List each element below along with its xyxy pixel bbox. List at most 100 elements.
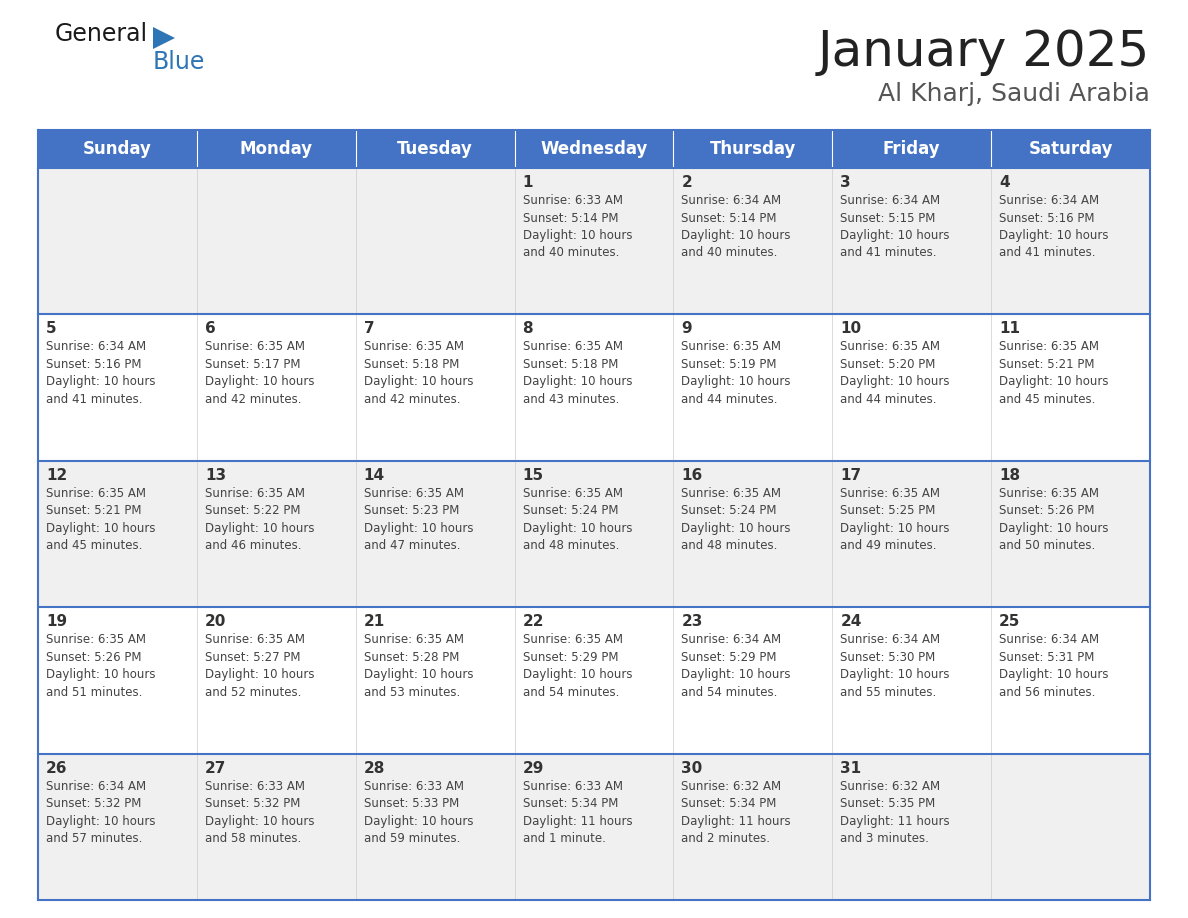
Text: Sunrise: 6:33 AM
Sunset: 5:32 PM
Daylight: 10 hours
and 58 minutes.: Sunrise: 6:33 AM Sunset: 5:32 PM Dayligh… — [204, 779, 315, 845]
Bar — [197, 461, 355, 607]
Text: Sunrise: 6:35 AM
Sunset: 5:23 PM
Daylight: 10 hours
and 47 minutes.: Sunrise: 6:35 AM Sunset: 5:23 PM Dayligh… — [364, 487, 473, 553]
Text: Sunrise: 6:35 AM
Sunset: 5:18 PM
Daylight: 10 hours
and 43 minutes.: Sunrise: 6:35 AM Sunset: 5:18 PM Dayligh… — [523, 341, 632, 406]
Text: Sunrise: 6:34 AM
Sunset: 5:16 PM
Daylight: 10 hours
and 41 minutes.: Sunrise: 6:34 AM Sunset: 5:16 PM Dayligh… — [46, 341, 156, 406]
Bar — [38, 168, 197, 314]
Bar — [38, 607, 197, 754]
Text: 2: 2 — [682, 175, 693, 190]
Bar — [355, 607, 514, 754]
Text: 6: 6 — [204, 321, 215, 336]
Text: 23: 23 — [682, 614, 703, 629]
Text: 3: 3 — [840, 175, 851, 190]
Text: 20: 20 — [204, 614, 226, 629]
Text: Sunrise: 6:34 AM
Sunset: 5:29 PM
Daylight: 10 hours
and 54 minutes.: Sunrise: 6:34 AM Sunset: 5:29 PM Dayligh… — [682, 633, 791, 699]
Text: 7: 7 — [364, 321, 374, 336]
Bar — [197, 130, 355, 168]
Bar — [833, 314, 991, 461]
Text: Blue: Blue — [153, 50, 206, 74]
Text: Sunrise: 6:32 AM
Sunset: 5:35 PM
Daylight: 11 hours
and 3 minutes.: Sunrise: 6:32 AM Sunset: 5:35 PM Dayligh… — [840, 779, 950, 845]
Text: Sunrise: 6:35 AM
Sunset: 5:22 PM
Daylight: 10 hours
and 46 minutes.: Sunrise: 6:35 AM Sunset: 5:22 PM Dayligh… — [204, 487, 315, 553]
Bar — [674, 607, 833, 754]
Bar — [833, 461, 991, 607]
Bar — [355, 130, 514, 168]
Text: Sunrise: 6:34 AM
Sunset: 5:15 PM
Daylight: 10 hours
and 41 minutes.: Sunrise: 6:34 AM Sunset: 5:15 PM Dayligh… — [840, 194, 949, 260]
Text: 11: 11 — [999, 321, 1020, 336]
Text: Sunrise: 6:33 AM
Sunset: 5:33 PM
Daylight: 10 hours
and 59 minutes.: Sunrise: 6:33 AM Sunset: 5:33 PM Dayligh… — [364, 779, 473, 845]
Bar — [197, 607, 355, 754]
Bar — [674, 754, 833, 900]
Bar — [674, 168, 833, 314]
Text: 13: 13 — [204, 468, 226, 483]
Bar — [833, 168, 991, 314]
Bar — [514, 754, 674, 900]
Text: 9: 9 — [682, 321, 693, 336]
Text: Sunrise: 6:34 AM
Sunset: 5:30 PM
Daylight: 10 hours
and 55 minutes.: Sunrise: 6:34 AM Sunset: 5:30 PM Dayligh… — [840, 633, 949, 699]
Text: Friday: Friday — [883, 140, 941, 158]
Text: Wednesday: Wednesday — [541, 140, 647, 158]
Bar — [355, 461, 514, 607]
Text: 5: 5 — [46, 321, 57, 336]
Text: Sunrise: 6:35 AM
Sunset: 5:27 PM
Daylight: 10 hours
and 52 minutes.: Sunrise: 6:35 AM Sunset: 5:27 PM Dayligh… — [204, 633, 315, 699]
Text: 16: 16 — [682, 468, 702, 483]
Text: 31: 31 — [840, 761, 861, 776]
Text: Sunrise: 6:35 AM
Sunset: 5:21 PM
Daylight: 10 hours
and 45 minutes.: Sunrise: 6:35 AM Sunset: 5:21 PM Dayligh… — [46, 487, 156, 553]
Bar — [355, 168, 514, 314]
Bar — [991, 607, 1150, 754]
Text: 14: 14 — [364, 468, 385, 483]
Text: Monday: Monday — [240, 140, 312, 158]
Bar — [991, 461, 1150, 607]
Text: Sunrise: 6:35 AM
Sunset: 5:18 PM
Daylight: 10 hours
and 42 minutes.: Sunrise: 6:35 AM Sunset: 5:18 PM Dayligh… — [364, 341, 473, 406]
Text: 4: 4 — [999, 175, 1010, 190]
Text: Tuesday: Tuesday — [397, 140, 473, 158]
Text: 26: 26 — [46, 761, 68, 776]
Text: 29: 29 — [523, 761, 544, 776]
Text: Thursday: Thursday — [709, 140, 796, 158]
Text: 17: 17 — [840, 468, 861, 483]
Text: 8: 8 — [523, 321, 533, 336]
Bar — [674, 461, 833, 607]
Text: 24: 24 — [840, 614, 861, 629]
Text: Sunrise: 6:34 AM
Sunset: 5:31 PM
Daylight: 10 hours
and 56 minutes.: Sunrise: 6:34 AM Sunset: 5:31 PM Dayligh… — [999, 633, 1108, 699]
Text: 1: 1 — [523, 175, 533, 190]
Text: 12: 12 — [46, 468, 68, 483]
Text: Sunrise: 6:32 AM
Sunset: 5:34 PM
Daylight: 11 hours
and 2 minutes.: Sunrise: 6:32 AM Sunset: 5:34 PM Dayligh… — [682, 779, 791, 845]
Text: Saturday: Saturday — [1029, 140, 1113, 158]
Text: Sunrise: 6:35 AM
Sunset: 5:17 PM
Daylight: 10 hours
and 42 minutes.: Sunrise: 6:35 AM Sunset: 5:17 PM Dayligh… — [204, 341, 315, 406]
Text: 19: 19 — [46, 614, 68, 629]
Bar — [833, 130, 991, 168]
Bar — [514, 314, 674, 461]
Bar — [833, 607, 991, 754]
Text: Sunrise: 6:35 AM
Sunset: 5:20 PM
Daylight: 10 hours
and 44 minutes.: Sunrise: 6:35 AM Sunset: 5:20 PM Dayligh… — [840, 341, 949, 406]
Text: 22: 22 — [523, 614, 544, 629]
Text: Sunrise: 6:34 AM
Sunset: 5:14 PM
Daylight: 10 hours
and 40 minutes.: Sunrise: 6:34 AM Sunset: 5:14 PM Dayligh… — [682, 194, 791, 260]
Text: Sunrise: 6:33 AM
Sunset: 5:34 PM
Daylight: 11 hours
and 1 minute.: Sunrise: 6:33 AM Sunset: 5:34 PM Dayligh… — [523, 779, 632, 845]
Text: Sunday: Sunday — [83, 140, 152, 158]
Bar — [355, 754, 514, 900]
Bar — [38, 314, 197, 461]
Text: General: General — [55, 22, 148, 46]
Bar — [514, 168, 674, 314]
Text: Sunrise: 6:35 AM
Sunset: 5:21 PM
Daylight: 10 hours
and 45 minutes.: Sunrise: 6:35 AM Sunset: 5:21 PM Dayligh… — [999, 341, 1108, 406]
Text: Sunrise: 6:34 AM
Sunset: 5:32 PM
Daylight: 10 hours
and 57 minutes.: Sunrise: 6:34 AM Sunset: 5:32 PM Dayligh… — [46, 779, 156, 845]
Text: 21: 21 — [364, 614, 385, 629]
Text: 10: 10 — [840, 321, 861, 336]
Text: Sunrise: 6:35 AM
Sunset: 5:19 PM
Daylight: 10 hours
and 44 minutes.: Sunrise: 6:35 AM Sunset: 5:19 PM Dayligh… — [682, 341, 791, 406]
Text: Sunrise: 6:35 AM
Sunset: 5:26 PM
Daylight: 10 hours
and 50 minutes.: Sunrise: 6:35 AM Sunset: 5:26 PM Dayligh… — [999, 487, 1108, 553]
Bar — [514, 607, 674, 754]
Bar — [197, 754, 355, 900]
Bar — [991, 314, 1150, 461]
Bar — [833, 754, 991, 900]
Text: Sunrise: 6:33 AM
Sunset: 5:14 PM
Daylight: 10 hours
and 40 minutes.: Sunrise: 6:33 AM Sunset: 5:14 PM Dayligh… — [523, 194, 632, 260]
Text: Sunrise: 6:35 AM
Sunset: 5:24 PM
Daylight: 10 hours
and 48 minutes.: Sunrise: 6:35 AM Sunset: 5:24 PM Dayligh… — [523, 487, 632, 553]
Text: Sunrise: 6:35 AM
Sunset: 5:26 PM
Daylight: 10 hours
and 51 minutes.: Sunrise: 6:35 AM Sunset: 5:26 PM Dayligh… — [46, 633, 156, 699]
Text: Sunrise: 6:35 AM
Sunset: 5:29 PM
Daylight: 10 hours
and 54 minutes.: Sunrise: 6:35 AM Sunset: 5:29 PM Dayligh… — [523, 633, 632, 699]
Text: 28: 28 — [364, 761, 385, 776]
Bar — [674, 130, 833, 168]
Bar — [514, 130, 674, 168]
Text: Sunrise: 6:35 AM
Sunset: 5:28 PM
Daylight: 10 hours
and 53 minutes.: Sunrise: 6:35 AM Sunset: 5:28 PM Dayligh… — [364, 633, 473, 699]
Bar — [514, 461, 674, 607]
Bar — [38, 461, 197, 607]
Bar — [197, 314, 355, 461]
Bar — [197, 168, 355, 314]
Bar — [674, 314, 833, 461]
Bar — [991, 168, 1150, 314]
